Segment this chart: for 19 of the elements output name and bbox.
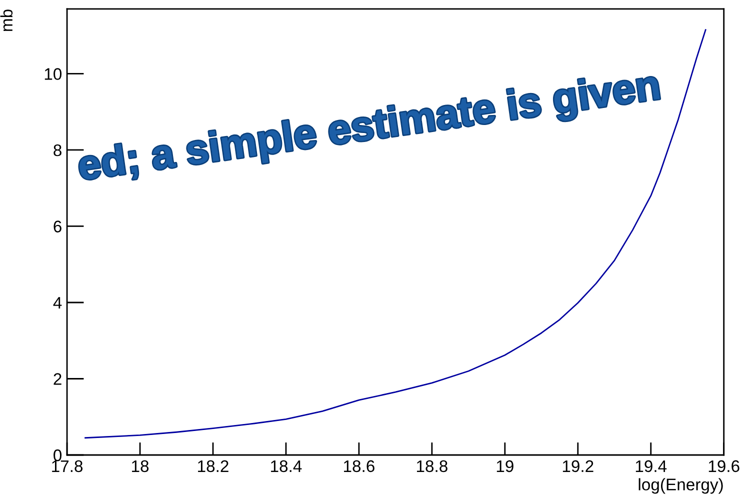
y-tick-label: 8 [54, 144, 62, 156]
y-tick-label: 2 [54, 373, 62, 385]
y-tick-label: 0 [54, 449, 62, 462]
y-tick-label: 4 [53, 297, 62, 309]
y-tick-label: 10 [44, 68, 62, 80]
x-tick-label: 18 [132, 460, 149, 472]
x-tick-label: 18.4 [271, 460, 302, 472]
x-tick-label: 18.6 [344, 460, 374, 472]
y-axis-title: mb [0, 10, 13, 31]
x-tick-label: 19.4 [636, 460, 667, 472]
x-tick-label: 18.2 [198, 460, 228, 472]
x-tick-label: 17.8 [52, 460, 83, 472]
y-tick-label: 6 [54, 220, 62, 232]
annotation: ed; a simple estimate is given [77, 68, 661, 189]
x-tick-label: 19 [496, 460, 514, 472]
x-tick-label: 19.2 [562, 460, 594, 472]
x-tick-label: 18.8 [416, 460, 448, 472]
x-tick-label: 19.6 [708, 460, 740, 472]
x-axis-title: log(Energy) [638, 478, 723, 494]
